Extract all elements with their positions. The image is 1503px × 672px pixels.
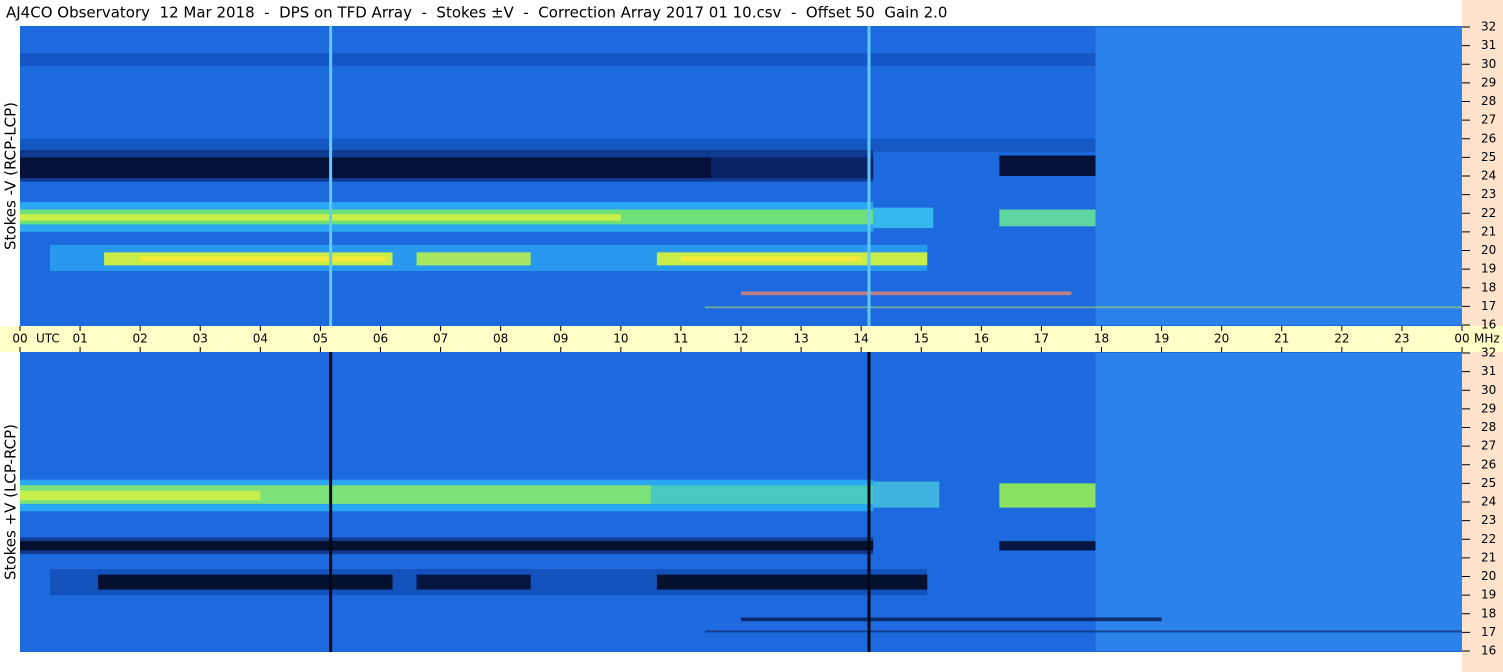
spectrum-feature — [999, 541, 1096, 551]
spectrum-feature — [20, 214, 621, 221]
y-tick-label: 32 — [1481, 20, 1496, 34]
x-tick-label: 13 — [793, 332, 808, 346]
rfi-line — [867, 26, 871, 326]
y-tick-label: 27 — [1481, 439, 1496, 453]
y-tick-label: 23 — [1481, 187, 1496, 201]
spectrum-feature — [680, 256, 862, 262]
x-tick-label: 02 — [133, 332, 148, 346]
spectrum-feature — [710, 157, 874, 178]
x-tick-label: 01 — [72, 332, 87, 346]
y-tick-label: 27 — [1481, 113, 1496, 127]
y-tick-label: 25 — [1481, 476, 1496, 490]
spectrum-feature — [873, 481, 940, 508]
x-tick-label: 18 — [1094, 332, 1109, 346]
spectrum-feature — [140, 256, 387, 262]
x-tick-label: 03 — [193, 332, 208, 346]
y-tick-label: 21 — [1481, 550, 1496, 564]
spectrum-feature — [741, 617, 1162, 622]
rfi-line — [329, 352, 333, 652]
rfi-line — [867, 352, 871, 652]
x-tick-label: 08 — [493, 332, 508, 346]
y-tick-label: 17 — [1481, 299, 1496, 313]
spectrum-feature — [741, 291, 1072, 296]
spectrum-feature — [98, 574, 393, 590]
x-tick-label: 21 — [1274, 332, 1289, 346]
x-tick-label: 12 — [733, 332, 748, 346]
spectrum-feature — [20, 138, 1096, 152]
y-tick-label: 16 — [1481, 644, 1496, 658]
spectrum-feature — [650, 485, 874, 504]
x-tick-label: 00 — [1454, 332, 1469, 346]
y-tick-label: 32 — [1481, 346, 1496, 360]
spectrum-feature — [1095, 27, 1462, 325]
x-tick-label: 00 — [12, 332, 27, 346]
y-tick-label: 23 — [1481, 513, 1496, 527]
y-tick-label: 20 — [1481, 243, 1496, 257]
page-title: AJ4CO Observatory 12 Mar 2018 - DPS on T… — [6, 4, 947, 22]
y-tick-label: 22 — [1481, 532, 1496, 546]
x-tick-label: 05 — [313, 332, 328, 346]
x-tick-label: 19 — [1154, 332, 1169, 346]
x-tick-label: 07 — [433, 332, 448, 346]
y-tick-label: 24 — [1481, 495, 1496, 509]
y-tick-label: 18 — [1481, 280, 1496, 294]
spectrum-feature — [704, 306, 1462, 309]
y-tick-label: 28 — [1481, 420, 1496, 434]
x-tick-label: 23 — [1394, 332, 1409, 346]
y-tick-label: 28 — [1481, 94, 1496, 108]
time-axis-strip — [0, 326, 1503, 352]
spectrum-feature — [416, 252, 531, 266]
y-tick-label: 19 — [1481, 588, 1496, 602]
spectrum-feature — [704, 630, 1462, 633]
y-unit-label: MHz — [1474, 332, 1500, 346]
spectrum-feature — [20, 541, 874, 551]
x-tick-label: 15 — [914, 332, 929, 346]
x-tick-label: 04 — [253, 332, 268, 346]
x-tick-label: 14 — [854, 332, 869, 346]
y-axis-label: Stokes +V (LCP-RCP) — [2, 424, 20, 580]
y-tick-label: 26 — [1481, 457, 1496, 471]
y-tick-label: 22 — [1481, 206, 1496, 220]
spectrum-feature — [999, 155, 1096, 176]
y-tick-label: 16 — [1481, 318, 1496, 332]
spectrum-feature — [873, 207, 934, 229]
y-tick-label: 17 — [1481, 625, 1496, 639]
y-tick-label: 29 — [1481, 75, 1496, 89]
spectrum-feature — [999, 209, 1096, 227]
rfi-line — [329, 26, 333, 326]
y-tick-label: 31 — [1481, 364, 1496, 378]
y-tick-label: 31 — [1481, 38, 1496, 52]
y-tick-label: 30 — [1481, 383, 1496, 397]
x-tick-label: 22 — [1334, 332, 1349, 346]
x-tick-label: 09 — [553, 332, 568, 346]
spectrum-feature — [1095, 353, 1462, 651]
y-tick-label: 24 — [1481, 169, 1496, 183]
y-tick-label: 19 — [1481, 262, 1496, 276]
spectrum-feature — [416, 574, 531, 590]
x-tick-label: 16 — [974, 332, 989, 346]
spectrum-feature — [20, 490, 261, 501]
y-tick-label: 26 — [1481, 131, 1496, 145]
spectrum-feature — [656, 574, 928, 590]
y-tick-label: 29 — [1481, 401, 1496, 415]
y-axis-label: Stokes -V (RCP-LCP) — [2, 102, 20, 250]
x-tick-label: 06 — [373, 332, 388, 346]
spectrum-feature — [20, 53, 1096, 67]
x-tick-label: 11 — [673, 332, 688, 346]
y-tick-label: 30 — [1481, 57, 1496, 71]
spectrum-feature — [999, 483, 1096, 508]
x-tick-label: 20 — [1214, 332, 1229, 346]
x-tick-label: 17 — [1034, 332, 1049, 346]
y-tick-label: 21 — [1481, 224, 1496, 238]
x-tick-label: 10 — [613, 332, 628, 346]
y-tick-label: 18 — [1481, 606, 1496, 620]
y-tick-label: 20 — [1481, 569, 1496, 583]
y-tick-label: 25 — [1481, 150, 1496, 164]
spectrum-feature — [20, 157, 711, 178]
x-axis-label: UTC — [36, 332, 60, 346]
